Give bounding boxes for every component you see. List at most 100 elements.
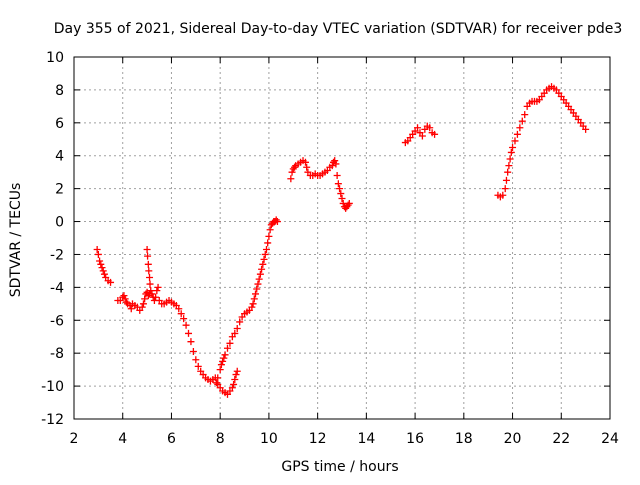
data-point-marker xyxy=(582,125,590,133)
data-point-marker xyxy=(339,199,347,207)
data-point-marker xyxy=(236,318,244,326)
data-point-marker xyxy=(426,124,434,132)
data-point-marker xyxy=(223,344,231,352)
data-point-marker xyxy=(213,379,221,387)
data-point-marker xyxy=(127,305,135,313)
data-point-marker xyxy=(507,148,515,156)
data-point-marker xyxy=(331,157,339,165)
data-point-marker xyxy=(144,260,152,268)
x-tick-label: 6 xyxy=(167,431,176,447)
data-point-marker xyxy=(143,246,151,254)
data-point-marker xyxy=(264,239,272,247)
x-tick-label: 24 xyxy=(601,431,619,447)
data-point-marker xyxy=(93,246,101,254)
data-point-marker xyxy=(146,273,154,281)
y-tick-label: 0 xyxy=(55,215,64,231)
data-point-marker xyxy=(265,232,273,240)
data-point-marker xyxy=(107,278,115,286)
data-point-marker xyxy=(194,362,202,370)
data-point-marker xyxy=(499,191,507,199)
data-point-marker xyxy=(332,160,340,168)
data-point-marker xyxy=(217,361,225,369)
plot-frame xyxy=(73,56,611,420)
data-point-marker xyxy=(344,201,352,209)
x-tick-label: 2 xyxy=(70,431,79,447)
x-tick-label: 8 xyxy=(216,431,225,447)
data-point-marker xyxy=(214,374,222,382)
y-tick-label: 8 xyxy=(55,83,64,99)
data-point-marker xyxy=(219,357,227,365)
y-tick-label: -12 xyxy=(41,412,64,428)
data-point-marker xyxy=(221,351,229,359)
y-tick-label: 2 xyxy=(55,182,64,198)
data-point-marker xyxy=(94,250,102,258)
data-point-marker xyxy=(154,283,162,291)
data-point-marker xyxy=(337,190,345,198)
data-point-marker xyxy=(258,265,266,273)
data-point-marker xyxy=(177,310,185,318)
data-point-marker xyxy=(414,124,422,132)
data-point-marker xyxy=(505,162,513,170)
data-point-marker xyxy=(333,171,341,179)
data-point-marker xyxy=(338,195,346,203)
data-point-marker xyxy=(182,321,190,329)
data-point-marker xyxy=(255,275,263,283)
data-point-marker xyxy=(98,264,106,272)
y-tick-label: -4 xyxy=(50,280,64,296)
x-tick-label: 4 xyxy=(118,431,127,447)
y-tick-label: 4 xyxy=(55,149,64,165)
data-point-marker xyxy=(266,226,274,234)
data-point-marker xyxy=(345,199,353,207)
data-point-marker xyxy=(290,163,298,171)
data-point-marker xyxy=(259,260,267,268)
data-point-marker xyxy=(501,185,509,193)
data-point-marker xyxy=(253,285,261,293)
data-point-marker xyxy=(328,162,336,170)
y-tick-label: 10 xyxy=(46,50,64,66)
data-point-marker xyxy=(513,130,521,138)
data-point-marker xyxy=(97,260,105,268)
data-point-marker xyxy=(504,168,512,176)
data-point-marker xyxy=(334,180,342,188)
data-point-marker xyxy=(231,376,239,384)
y-tick-label: 6 xyxy=(55,116,64,132)
data-point-marker xyxy=(187,338,195,346)
y-tick-label: -2 xyxy=(50,247,64,263)
data-point-marker xyxy=(336,185,344,193)
x-tick-label: 22 xyxy=(552,431,570,447)
data-point-marker xyxy=(254,280,262,288)
data-point-marker xyxy=(120,292,128,300)
data-point-marker xyxy=(185,329,193,337)
data-point-marker xyxy=(153,287,161,295)
data-point-marker xyxy=(273,218,281,226)
x-tick-label: 18 xyxy=(455,431,473,447)
data-point-marker xyxy=(145,267,153,275)
data-point-marker xyxy=(121,295,129,303)
data-point-marker xyxy=(226,339,234,347)
data-point-marker xyxy=(303,163,311,171)
data-point-marker xyxy=(180,315,188,323)
data-point-marker xyxy=(100,270,108,278)
y-tick-label: -8 xyxy=(50,346,64,362)
data-point-marker xyxy=(252,290,260,298)
data-point-marker xyxy=(216,366,224,374)
data-point-marker xyxy=(502,176,510,184)
data-point-marker xyxy=(148,290,156,298)
data-point-marker xyxy=(96,257,104,265)
data-point-marker xyxy=(139,300,147,308)
x-tick-label: 16 xyxy=(406,431,424,447)
data-point-marker xyxy=(147,287,155,295)
data-point-marker xyxy=(141,295,149,303)
data-point-marker xyxy=(144,252,152,260)
data-point-marker xyxy=(418,132,426,140)
data-point-marker xyxy=(231,329,239,337)
y-axis-label: SDTVAR / TECUs xyxy=(8,183,24,298)
data-point-marker xyxy=(509,144,517,151)
axis-ticks xyxy=(73,56,611,420)
x-tick-label: 10 xyxy=(260,431,278,447)
data-points xyxy=(93,83,590,398)
data-point-marker xyxy=(250,295,258,303)
data-point-marker xyxy=(261,250,269,258)
data-point-marker xyxy=(189,348,197,356)
